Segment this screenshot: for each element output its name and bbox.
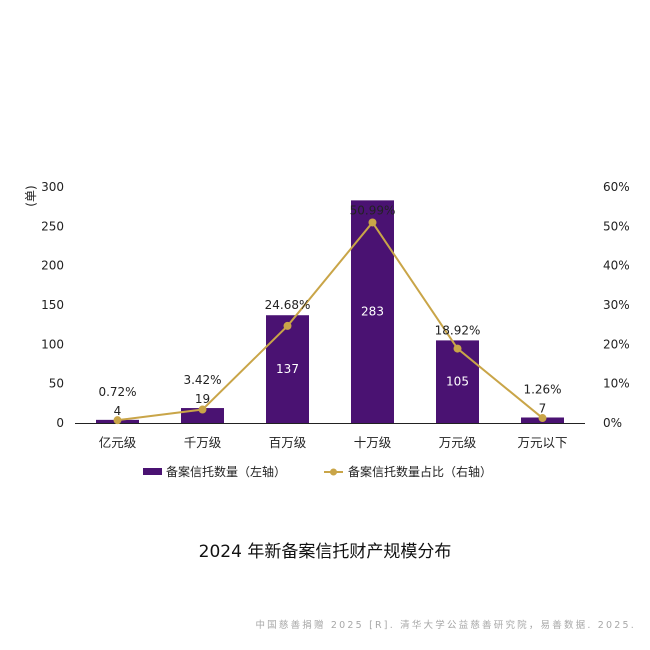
line-value-label: 50.99% (350, 203, 396, 217)
y-tick-label: 250 (41, 219, 64, 233)
y-tick-label: 300 (41, 180, 64, 194)
bar (351, 200, 394, 423)
y-tick-label: 50 (49, 377, 64, 391)
bar (436, 340, 479, 423)
line-value-label: 0.72% (98, 385, 136, 399)
line-value-label: 24.68% (265, 298, 311, 312)
legend-line-label: 备案信托数量占比（右轴） (348, 464, 492, 479)
y2-tick-label: 0% (603, 416, 622, 430)
bar-value-label: 137 (276, 362, 299, 376)
legend-bar-label: 备案信托数量（左轴） (166, 464, 286, 479)
line-point (538, 414, 547, 423)
y2-tick-label: 50% (603, 219, 630, 233)
y-tick-label: 100 (41, 337, 64, 351)
bar-value-label: 283 (361, 305, 384, 319)
bar-value-label: 4 (114, 404, 122, 418)
line-point (453, 344, 462, 353)
bar-value-label: 7 (539, 401, 547, 415)
y2-tick-label: 60% (603, 180, 630, 194)
x-tick-label: 百万级 (269, 435, 307, 450)
line-point (283, 321, 292, 330)
legend-bar-swatch (143, 468, 162, 475)
bar-value-label: 105 (446, 375, 469, 389)
line-point (368, 218, 377, 227)
line-value-label: 3.42% (183, 373, 221, 387)
x-tick-label: 万元以下 (517, 435, 567, 450)
y2-tick-label: 40% (603, 259, 630, 273)
line-value-label: 18.92% (435, 323, 481, 337)
legend-line-marker (330, 468, 337, 476)
bar-value-label: 19 (195, 392, 210, 406)
chart-caption: 2024 年新备案信托财产规模分布 (198, 542, 452, 562)
y-axis-label: (单) (24, 185, 38, 206)
line-point (198, 405, 207, 414)
y-tick-label: 200 (41, 259, 64, 273)
x-tick-label: 万元级 (439, 435, 477, 450)
source-citation: 中国慈善捐赠 2025 [R]. 清华大学公益慈善研究院，易善数据. 2025. (255, 620, 636, 631)
line-point (113, 416, 122, 425)
x-tick-label: 亿元级 (99, 435, 137, 450)
line-value-label: 1.26% (523, 382, 561, 396)
share-line (117, 220, 544, 422)
y-tick-label: 0 (56, 416, 64, 430)
y2-tick-label: 10% (603, 377, 630, 391)
x-tick-label: 千万级 (184, 435, 222, 450)
y2-tick-label: 20% (603, 337, 630, 351)
bar (266, 315, 309, 423)
y2-tick-label: 30% (603, 298, 630, 312)
y-tick-label: 150 (41, 298, 64, 312)
x-tick-label: 十万级 (354, 435, 392, 450)
